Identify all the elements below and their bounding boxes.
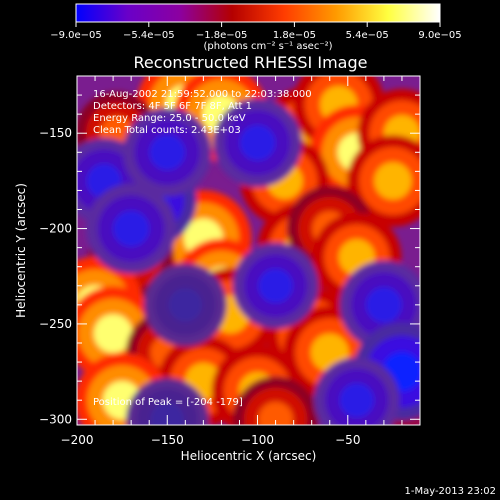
colorbar <box>75 3 441 23</box>
x-axis-label: Heliocentric X (arcsec) <box>181 449 317 463</box>
heatmap-blob-core <box>149 134 186 171</box>
x-tick-label: −50 <box>335 433 360 447</box>
annotation-line: Detectors: 4F 5F 6F 7F 8F, Att 1 <box>93 101 252 112</box>
plot-frame <box>76 75 421 426</box>
heatmap-blob-core <box>339 382 375 418</box>
colorbar-tick-label: 1.8e−05 <box>273 30 316 41</box>
colorbar-units-label: (photons cm⁻² s⁻¹ asec⁻²) <box>203 41 332 52</box>
y-tick-label: −300 <box>39 412 72 426</box>
y-axis: −150 −200 −250 −300 <box>39 75 420 426</box>
annotation-line: Clean Total counts: 2.43E+03 <box>93 125 241 136</box>
x-axis: −200 −150 −100 −50 <box>61 76 421 447</box>
heatmap-blob-core <box>239 124 276 161</box>
heatmap-blob-core <box>365 286 402 323</box>
y-tick-label: −200 <box>39 222 72 236</box>
chart-title: Reconstructed RHESSI Image <box>134 53 368 72</box>
y-tick-label: −250 <box>39 317 72 331</box>
colorbar-tick-label: −9.0e−05 <box>50 30 102 41</box>
annotation-line: 16-Aug-2002 21:59:52.000 to 22:03:38.000 <box>93 89 312 100</box>
colorbar-tick-label: 9.0e−05 <box>418 30 461 41</box>
heatmap-blob-core <box>93 314 133 353</box>
x-tick-label: −100 <box>241 433 274 447</box>
x-tick-label: −150 <box>151 433 184 447</box>
footer-timestamp: 1-May-2013 23:02 <box>404 486 496 497</box>
annotations: 16-Aug-2002 21:59:52.000 to 22:03:38.000… <box>93 89 312 136</box>
heatmap-blob-core <box>168 287 203 322</box>
heatmap-blobs <box>77 76 420 425</box>
colorbar-tick-label: −1.8e−05 <box>196 30 248 41</box>
heatmap-blob-core <box>374 162 412 200</box>
heatmap-image <box>77 76 420 425</box>
colorbar-tick-label: −5.4e−05 <box>123 30 175 41</box>
peak-position-label: Position of Peak = [-204 -179] <box>93 397 243 408</box>
heatmap-blob-core <box>258 401 294 425</box>
heatmap-blob-core <box>112 210 150 247</box>
x-tick-label: −200 <box>61 433 94 447</box>
colorbar-tick-label: 5.4e−05 <box>346 30 389 41</box>
heatmap-blob-core <box>258 268 294 304</box>
colorbar-ticks: −9.0e−05 −5.4e−05 −1.8e−05 1.8e−05 5.4e−05 9.… <box>50 22 462 41</box>
heatmap-blob-core <box>150 402 185 425</box>
y-tick-label: −150 <box>39 126 72 140</box>
annotation-line: Energy Range: 25.0 - 50.0 keV <box>93 113 246 124</box>
y-axis-label: Heliocentric Y (arcsec) <box>14 183 28 318</box>
